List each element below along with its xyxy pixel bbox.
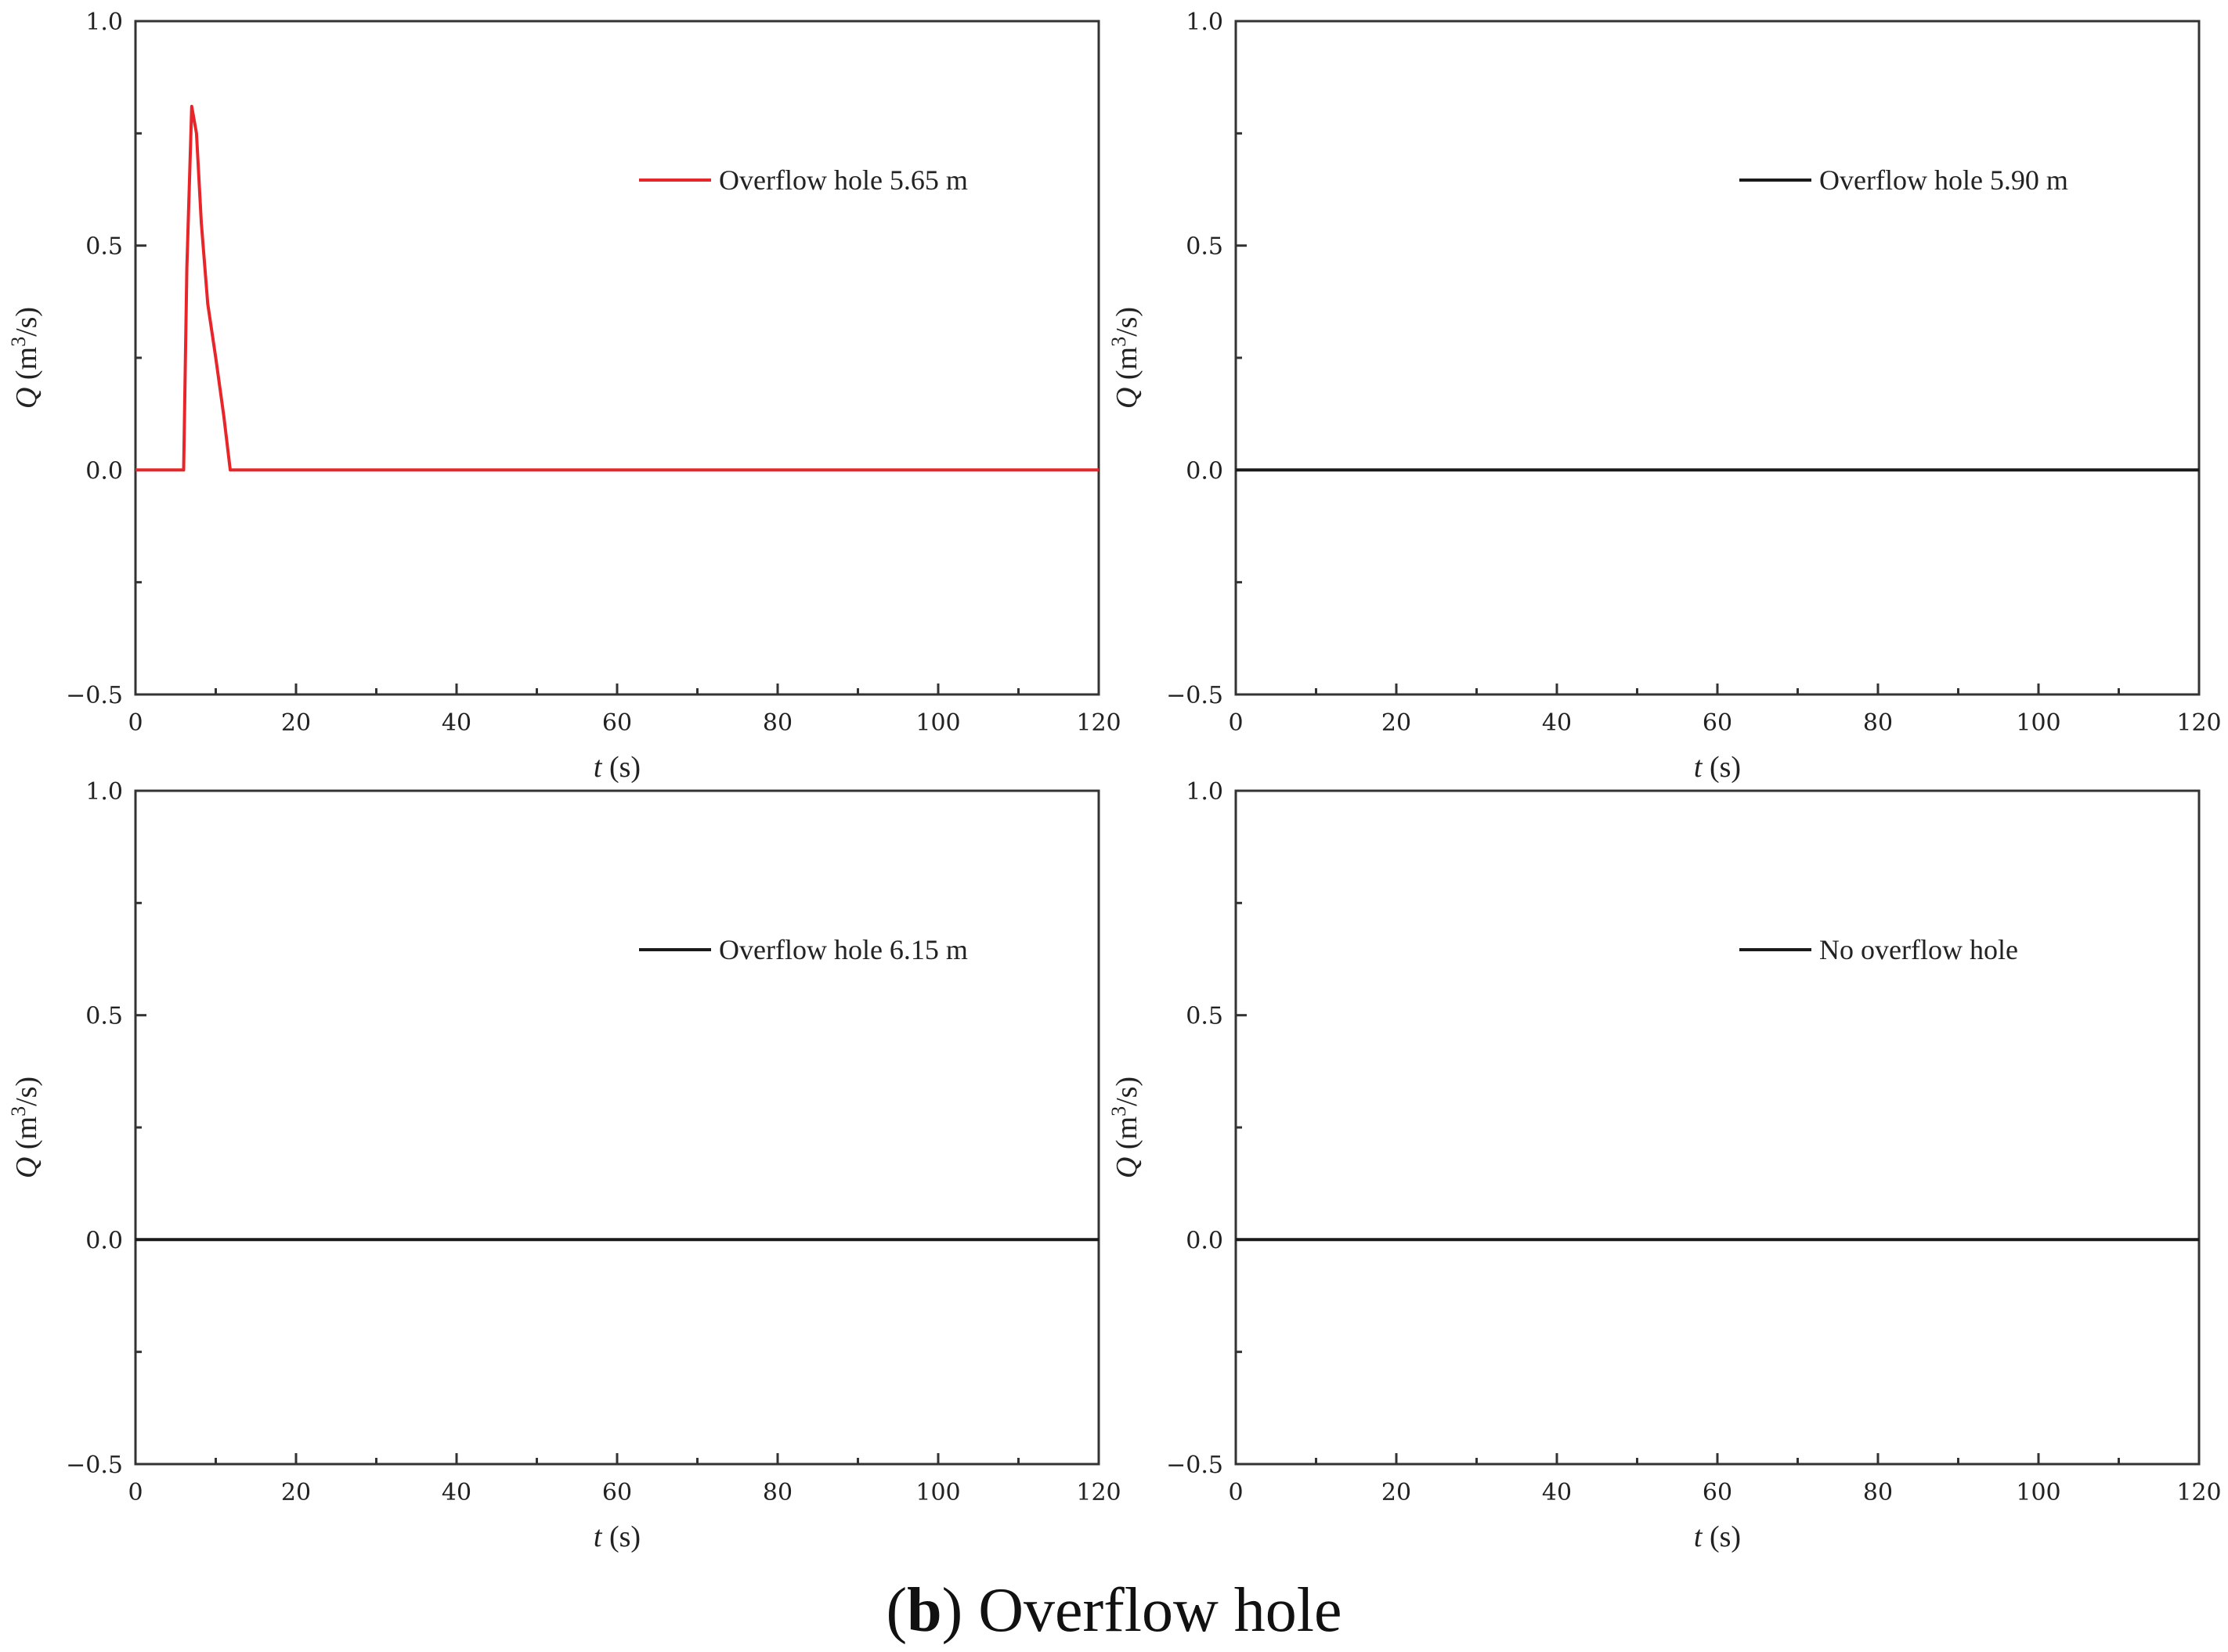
x-axis-title: t (s) — [594, 751, 641, 784]
legend-label: Overflow hole 5.65 m — [719, 164, 968, 196]
x-axis-title: t (s) — [594, 1520, 641, 1553]
panel-1: 0 20 40 60 80 100 120 −0.5 0.0 0.5 1.0 t (s) Q (m3/s… — [7, 9, 1121, 784]
y-tick-label: −0.5 — [66, 682, 123, 709]
x-tick-label: 60 — [602, 1479, 632, 1506]
x-tick-label: 40 — [442, 1479, 471, 1506]
y-tick-label: 0.5 — [85, 233, 123, 261]
x-tick-label: 60 — [1703, 1479, 1732, 1506]
y-tick-label: 0.0 — [85, 457, 123, 485]
y-tick-label: −0.5 — [66, 1452, 123, 1479]
panel-2: 0 20 40 60 80 100 120 −0.5 0.0 0.5 1.0 t (s) Q (m3/s… — [1107, 9, 2222, 784]
x-tick-label: 120 — [2176, 709, 2221, 737]
x-tick-label: 0 — [1228, 709, 1243, 737]
panel-3: 0 20 40 60 80 100 120 −0.5 0.0 0.5 1.0 t (s) Q (m3/s… — [7, 778, 1121, 1553]
y-tick-label: −0.5 — [1166, 682, 1223, 709]
y-tick-label: 0.5 — [1186, 1003, 1223, 1030]
x-axis-title: t (s) — [1694, 751, 1741, 784]
x-tick-label: 80 — [1863, 1479, 1893, 1506]
plot-frame — [1234, 20, 2201, 696]
x-tick-label: 20 — [281, 1479, 311, 1506]
y-tick-label: 1.0 — [1186, 9, 1223, 36]
y-tick-label: 1.0 — [85, 9, 123, 36]
legend-label: Overflow hole 6.15 m — [719, 934, 968, 965]
x-tick-label: 80 — [763, 709, 793, 737]
x-tick-label: 80 — [763, 1479, 793, 1506]
x-tick-label: 60 — [1703, 709, 1732, 737]
x-tick-label: 120 — [2176, 1479, 2221, 1506]
y-tick-label: 0.5 — [1186, 233, 1223, 261]
x-tick-label: 20 — [1381, 1479, 1411, 1506]
x-tick-label: 80 — [1863, 709, 1893, 737]
x-tick-label: 0 — [128, 709, 143, 737]
x-tick-label: 40 — [1542, 709, 1572, 737]
y-tick-label: 0.0 — [1186, 1227, 1223, 1254]
y-tick-label: 1.0 — [85, 778, 123, 806]
y-axis-title: Q (m3/s) — [7, 1077, 43, 1178]
series-line — [135, 104, 1099, 472]
x-tick-label: 100 — [915, 1479, 960, 1506]
x-tick-label: 40 — [1542, 1479, 1572, 1506]
x-tick-label: 100 — [2016, 709, 2060, 737]
figure-caption: (b) Overflow hole — [886, 1576, 1342, 1645]
y-tick-label: 0.0 — [85, 1227, 123, 1254]
x-tick-label: 120 — [1076, 1479, 1121, 1506]
x-tick-label: 100 — [915, 709, 960, 737]
plot-frame — [134, 20, 1100, 696]
x-tick-label: 40 — [442, 709, 471, 737]
x-tick-label: 120 — [1076, 709, 1121, 737]
legend-label: Overflow hole 5.90 m — [1819, 164, 2068, 196]
x-tick-label: 0 — [1228, 1479, 1243, 1506]
caption-text: Overflow hole — [978, 1576, 1342, 1645]
panel-4: 0 20 40 60 80 100 120 −0.5 0.0 0.5 1.0 t (s) Q (m3/s… — [1107, 778, 2222, 1553]
plot-frame — [134, 789, 1100, 1466]
y-axis-title: Q (m3/s) — [1107, 307, 1143, 409]
x-tick-label: 20 — [1381, 709, 1411, 737]
y-axis-title: Q (m3/s) — [7, 307, 43, 409]
x-tick-label: 100 — [2016, 1479, 2060, 1506]
x-tick-label: 20 — [281, 709, 311, 737]
legend-label: No overflow hole — [1819, 934, 2018, 965]
y-tick-label: 0.5 — [85, 1003, 123, 1030]
y-tick-label: 1.0 — [1186, 778, 1223, 806]
caption-letter: b — [907, 1576, 942, 1645]
y-tick-label: −0.5 — [1166, 1452, 1223, 1479]
x-tick-label: 60 — [602, 709, 632, 737]
y-tick-label: 0.0 — [1186, 457, 1223, 485]
y-axis-title: Q (m3/s) — [1107, 1077, 1143, 1178]
x-axis-title: t (s) — [1694, 1520, 1741, 1553]
x-tick-label: 0 — [128, 1479, 143, 1506]
plot-frame — [1234, 789, 2201, 1466]
